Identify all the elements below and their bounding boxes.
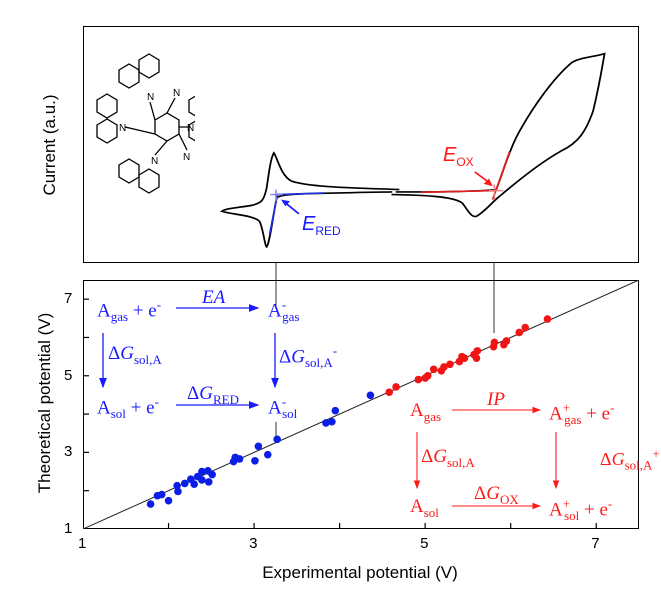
- x-tick-label: 3: [249, 535, 258, 552]
- scheme-ip-label: IP: [487, 389, 505, 410]
- oxidation-point: [446, 360, 454, 369]
- cv-panel: [83, 26, 639, 263]
- x-tick-label: 7: [591, 535, 600, 552]
- scheme-ea-label: EA: [202, 287, 226, 308]
- reduction-point: [180, 479, 189, 488]
- scheme-a-plus-sol-e: A+sol + e-: [549, 496, 613, 524]
- scheme-ox-a-sol: Asol: [410, 496, 439, 520]
- cv-plot: [219, 52, 606, 249]
- reduction-point: [164, 496, 173, 505]
- oxidation-point: [472, 354, 481, 362]
- y-tick-label: 5: [64, 366, 73, 384]
- svg-text:N: N: [151, 156, 158, 167]
- scheme-dg-sol-a-minus: ΔGsol,A-: [279, 343, 338, 371]
- x-tick-label: 5: [420, 535, 429, 552]
- oxidation-point: [515, 328, 524, 337]
- scheme-dg-ox: ΔGOX: [474, 483, 519, 507]
- oxidation-point: [543, 315, 552, 323]
- y-tick-label: 3: [64, 443, 73, 461]
- reduction-point: [331, 406, 340, 415]
- ered-cross: [270, 189, 283, 202]
- svg-text:N: N: [173, 88, 180, 99]
- y-tick-label: 1: [64, 520, 73, 537]
- svg-text:N: N: [183, 152, 190, 163]
- reduction-point: [157, 490, 166, 499]
- svg-text:N: N: [119, 123, 126, 134]
- red-tangent: [420, 151, 511, 200]
- oxidation-point: [460, 354, 469, 362]
- reduction-point: [198, 467, 206, 476]
- reduction-point: [146, 500, 155, 508]
- scheme-dg-sol-a: ΔGsol,A: [108, 343, 162, 367]
- svg-text:N: N: [187, 123, 194, 134]
- reduction-point: [273, 435, 281, 444]
- oxidation-point: [392, 383, 400, 391]
- oxidation-point: [473, 347, 482, 355]
- oxidation-point: [440, 363, 448, 371]
- reduction-point: [198, 476, 206, 484]
- scheme-a-sol-e: Asol + e-: [97, 394, 159, 422]
- scatter-plot: [83, 280, 639, 529]
- scheme-ox-a-gas: Agas: [410, 400, 442, 424]
- oxidation-point: [502, 337, 511, 345]
- oxidation-point: [490, 338, 499, 347]
- reduction-point: [173, 481, 181, 490]
- oxidation-point: [414, 375, 423, 384]
- reduction-point: [235, 455, 244, 463]
- oxidation-point: [385, 388, 394, 397]
- scheme-a-plus-gas-e: A+gas + e-: [549, 400, 615, 428]
- scheme-ox-dg-sol-a: ΔGsol,A: [421, 446, 475, 470]
- reduction-point: [328, 417, 336, 426]
- oxidation-point: [521, 323, 530, 332]
- molecule-structure-4czipn: N N N N N N: [96, 53, 195, 194]
- scatter-panel: [83, 280, 639, 529]
- reduction-point: [263, 450, 272, 459]
- scheme-dg-sol-a-plus: ΔGsol,A+: [600, 446, 660, 473]
- reduction-point: [208, 470, 216, 479]
- oxidation-point: [429, 365, 438, 374]
- oxidation-point: [423, 371, 432, 380]
- eox-cross: [489, 184, 504, 200]
- reduction-point: [366, 391, 375, 400]
- reduction-point: [204, 478, 213, 486]
- reduction-point: [190, 480, 198, 488]
- scheme-a-gas-e: Agas + e-: [97, 297, 162, 325]
- eox-label: EOX: [443, 144, 474, 169]
- svg-text:N: N: [147, 92, 154, 103]
- scheme-dg-red: ΔGRED: [187, 383, 239, 407]
- reduction-point: [174, 487, 182, 496]
- ered-label: ERED: [302, 213, 341, 238]
- y-tick-label: 7: [64, 290, 73, 308]
- scheme-a-minus-gas: A-gas: [268, 297, 300, 325]
- scheme-a-minus-sol: A-sol: [268, 394, 298, 422]
- x-axis-label: Experimental potential (V): [262, 563, 458, 582]
- x-tick-label: 1: [78, 535, 87, 552]
- reduction-point: [254, 442, 263, 451]
- reduction-point: [322, 419, 330, 427]
- reduction-point: [251, 457, 259, 465]
